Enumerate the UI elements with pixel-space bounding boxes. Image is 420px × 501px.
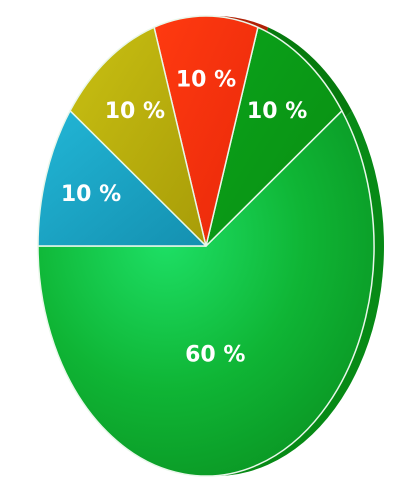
pie-slice-label-3: 10 %	[176, 67, 236, 92]
pie-slice-5	[37, 110, 207, 247]
pie-slice-2	[205, 26, 343, 247]
pie-slice-4	[69, 26, 207, 247]
pie-slice-1	[37, 110, 375, 477]
pie-slice-label-5: 10 %	[61, 182, 121, 207]
pie-slice-label-2: 10 %	[247, 99, 307, 124]
pie-slice-label-1: 60 %	[185, 342, 245, 367]
pie-labels: 60 % 10 % 10 % 10 % 10 %	[61, 67, 307, 367]
pie-slice-3	[153, 15, 259, 247]
pie-slices	[37, 15, 375, 477]
pie-slice-label-4: 10 %	[105, 99, 165, 124]
